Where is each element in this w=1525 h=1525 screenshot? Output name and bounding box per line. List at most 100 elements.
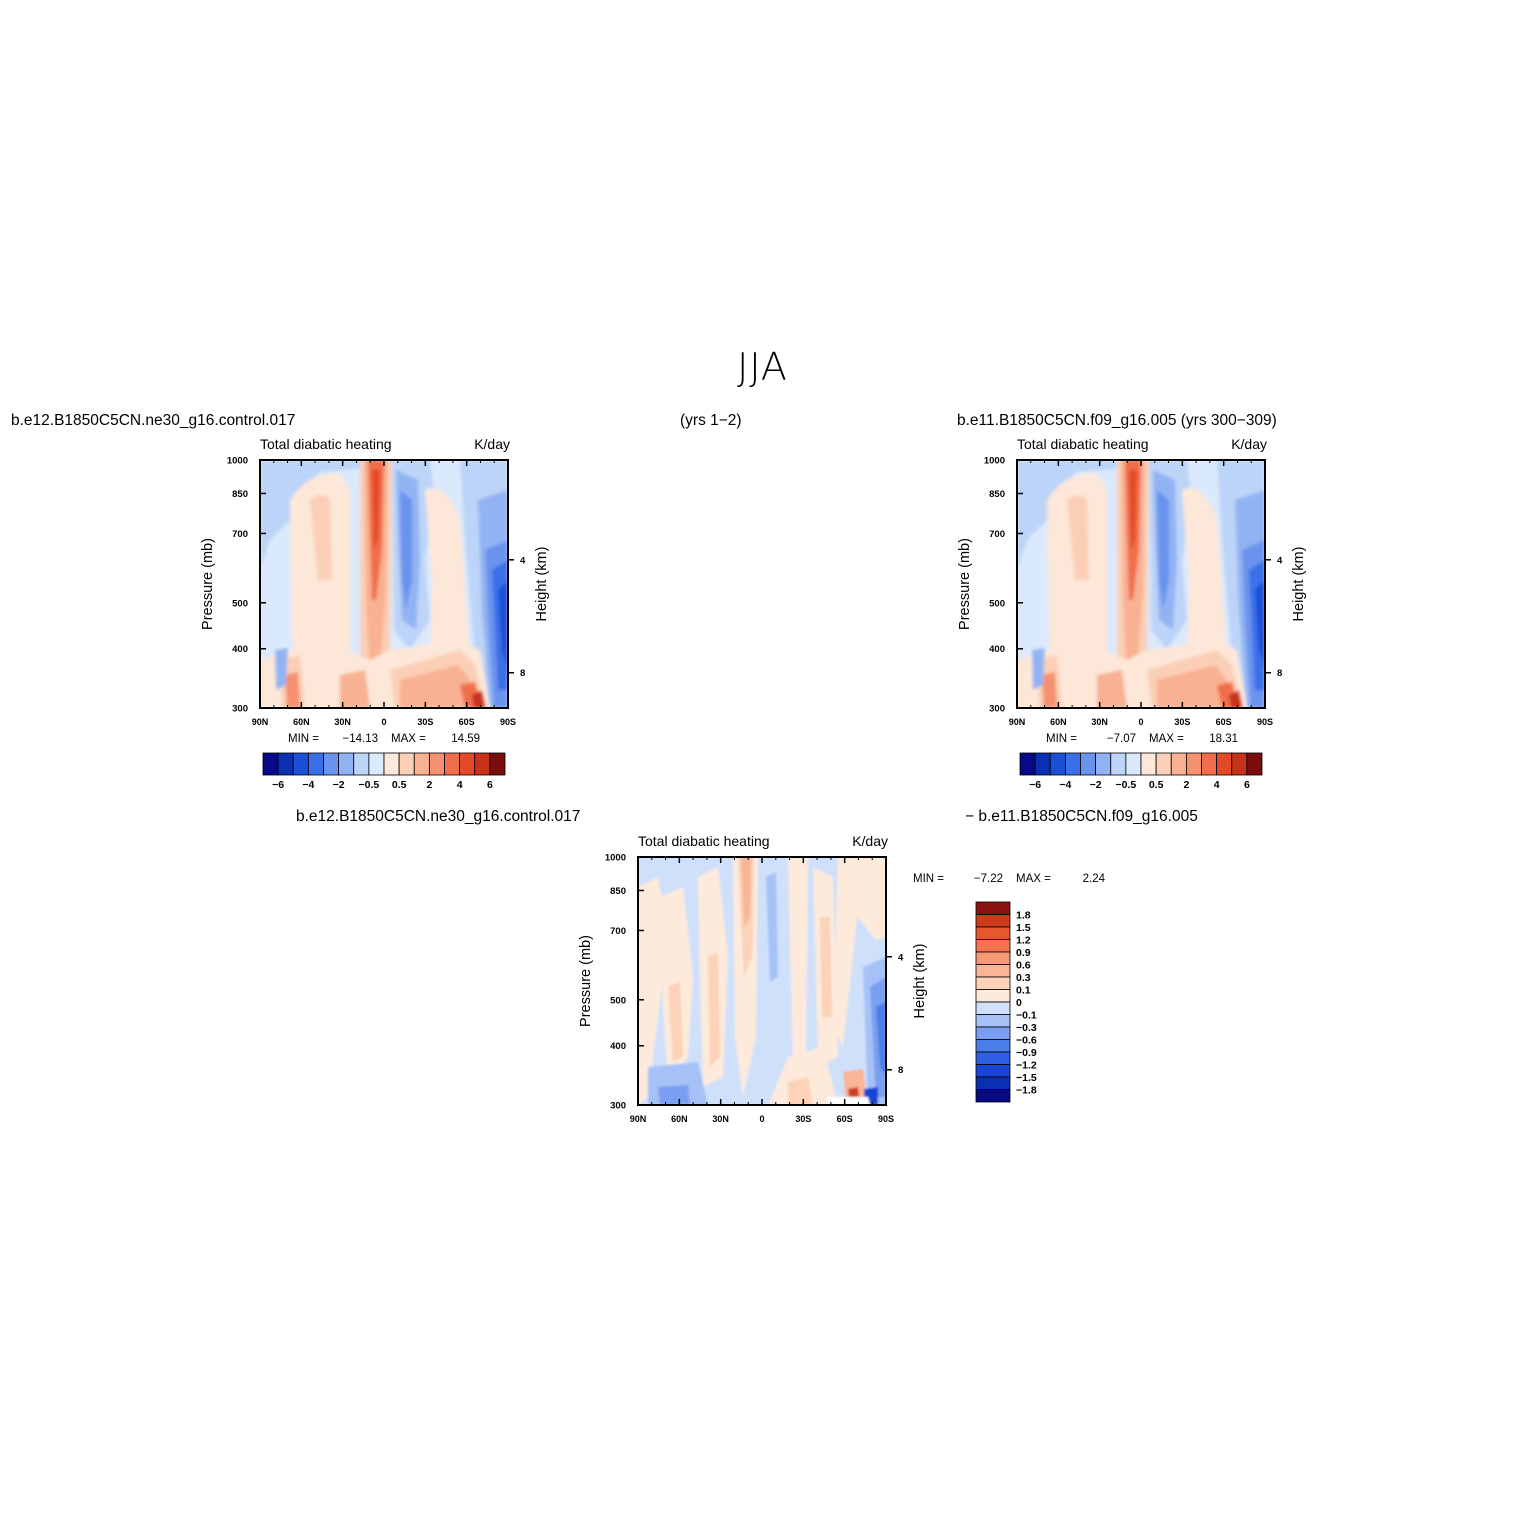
colorbar-label: 0 bbox=[1016, 997, 1022, 1009]
y-tick-label: 700 bbox=[610, 926, 626, 937]
x-tick-label: 30N bbox=[712, 1114, 729, 1124]
y-tick-label: 850 bbox=[989, 489, 1005, 500]
colorbar-box bbox=[1216, 752, 1233, 776]
x-tick-label: 90N bbox=[1009, 717, 1026, 727]
colorbar-box bbox=[975, 926, 1011, 940]
colorbar-label: −6 bbox=[272, 779, 284, 791]
diff-case1-name: b.e12.B1850C5CN.ne30_g16.control.017 bbox=[296, 808, 581, 825]
colorbar-box bbox=[975, 1064, 1011, 1078]
colorbar-label: −1.5 bbox=[1016, 1072, 1037, 1084]
x-tick-label: 30S bbox=[1174, 717, 1190, 727]
panel-title: Total diabatic heating bbox=[260, 436, 392, 452]
max-label: MAX = bbox=[1016, 873, 1051, 885]
colorbar-label: −0.3 bbox=[1016, 1022, 1037, 1034]
axes-panel-2: Total diabatic heating K/day 90N 60N 30N 0 30S… bbox=[578, 833, 1106, 1124]
case2-name: b.e11.B1850C5CN.f09_g16.005 (yrs 300−309… bbox=[957, 412, 1277, 429]
colorbar-box bbox=[975, 914, 1011, 928]
panel-title: Total diabatic heating bbox=[638, 833, 770, 849]
colorbar-box bbox=[975, 976, 1011, 990]
y-tick-label: 500 bbox=[610, 995, 626, 1006]
heatmap-case1 bbox=[260, 460, 508, 708]
colorbar-label: 2 bbox=[1183, 779, 1189, 791]
panel-case1 bbox=[259, 459, 509, 709]
colorbar-box bbox=[1140, 752, 1157, 776]
colorbar-label: −0.5 bbox=[1116, 779, 1137, 791]
case1-years: (yrs 1−2) bbox=[680, 412, 742, 429]
x-tick-label: 0 bbox=[381, 717, 386, 727]
min-value: −7.22 bbox=[974, 873, 1003, 885]
x-tick-label: 30S bbox=[795, 1114, 811, 1124]
y-tick-label: 700 bbox=[232, 529, 248, 540]
colorbar-label: 0.5 bbox=[392, 779, 407, 791]
colorbar-label: 6 bbox=[1244, 779, 1250, 791]
heatmap-case2 bbox=[1017, 460, 1265, 708]
colorbar-box bbox=[398, 752, 415, 776]
colorbar-label: 1.8 bbox=[1016, 910, 1031, 922]
y-tick-label: 300 bbox=[610, 1101, 626, 1112]
colorbar-box bbox=[1125, 752, 1142, 776]
colorbar-label: 4 bbox=[1214, 779, 1220, 791]
colorbar-label: 0.3 bbox=[1016, 972, 1031, 984]
y-tick-label: 1000 bbox=[984, 456, 1005, 467]
colorbar-box bbox=[975, 939, 1011, 953]
y-right-tick-label: 4 bbox=[1277, 555, 1283, 566]
max-value: 14.59 bbox=[451, 733, 480, 745]
colorbar-box bbox=[975, 951, 1011, 965]
colorbar-label: 4 bbox=[457, 779, 463, 791]
colorbar-label: 2 bbox=[426, 779, 432, 791]
y-tick-label: 400 bbox=[610, 1041, 626, 1052]
y-tick-label: 850 bbox=[232, 489, 248, 500]
x-tick-label: 0 bbox=[1138, 717, 1143, 727]
colorbar-box bbox=[975, 901, 1011, 915]
colorbar-label: 0.6 bbox=[1016, 960, 1031, 972]
colorbar-box bbox=[338, 752, 355, 776]
y-tick-label: 300 bbox=[989, 704, 1005, 715]
panel-difference bbox=[637, 856, 887, 1106]
colorbar-box bbox=[459, 752, 476, 776]
colorbar-box bbox=[1019, 752, 1036, 776]
colorbar-label: 1.5 bbox=[1016, 922, 1031, 934]
heatmap-difference bbox=[638, 857, 886, 1105]
colorbar-box bbox=[307, 752, 324, 776]
x-tick-label: 90S bbox=[500, 717, 516, 727]
max-value: 18.31 bbox=[1209, 733, 1238, 745]
min-label: MIN = bbox=[288, 733, 319, 745]
x-tick-label: 90N bbox=[252, 717, 269, 727]
min-value: −14.13 bbox=[343, 733, 379, 745]
x-tick-label: 0 bbox=[759, 1114, 764, 1124]
colorbar-box bbox=[1080, 752, 1097, 776]
y-tick-label: 500 bbox=[989, 598, 1005, 609]
colorbar-2: 1.81.51.20.90.60.30.10−0.1−0.3−0.6−0.9−1… bbox=[975, 901, 1037, 1103]
max-label: MAX = bbox=[1149, 733, 1184, 745]
y-right-axis-label: Height (km) bbox=[1291, 547, 1307, 622]
panel-title: Total diabatic heating bbox=[1017, 436, 1149, 452]
colorbar-box bbox=[353, 752, 370, 776]
colorbar-box bbox=[428, 752, 445, 776]
colorbar-0: −6 −4 −2 −0.5 0.5 2 4 6 bbox=[262, 752, 506, 791]
colorbar-1: −6 −4 −2 −0.5 0.5 2 4 6 bbox=[1019, 752, 1263, 791]
colorbar-box bbox=[323, 752, 340, 776]
colorbar-box bbox=[975, 989, 1011, 1003]
colorbar-label: −0.1 bbox=[1016, 1010, 1037, 1022]
colorbar-box bbox=[413, 752, 430, 776]
x-tick-label: 30S bbox=[417, 717, 433, 727]
colorbar-box bbox=[975, 1014, 1011, 1028]
colorbar-box bbox=[444, 752, 461, 776]
colorbar-box bbox=[368, 752, 385, 776]
colorbar-box bbox=[1185, 752, 1202, 776]
min-label: MIN = bbox=[1046, 733, 1077, 745]
colorbar-box bbox=[975, 1001, 1011, 1015]
x-tick-label: 60N bbox=[671, 1114, 688, 1124]
panel-case2 bbox=[1016, 459, 1266, 709]
colorbar-label: −6 bbox=[1029, 779, 1041, 791]
colorbar-label: −1.2 bbox=[1016, 1060, 1037, 1072]
x-tick-label: 60S bbox=[1216, 717, 1232, 727]
y-right-tick-label: 8 bbox=[1277, 668, 1282, 679]
y-tick-label: 400 bbox=[989, 644, 1005, 655]
colorbar-box bbox=[975, 1076, 1011, 1090]
colorbar-box bbox=[975, 1089, 1011, 1103]
y-axis-label: Pressure (mb) bbox=[200, 538, 216, 630]
x-tick-label: 60S bbox=[837, 1114, 853, 1124]
colorbar-box bbox=[1110, 752, 1127, 776]
